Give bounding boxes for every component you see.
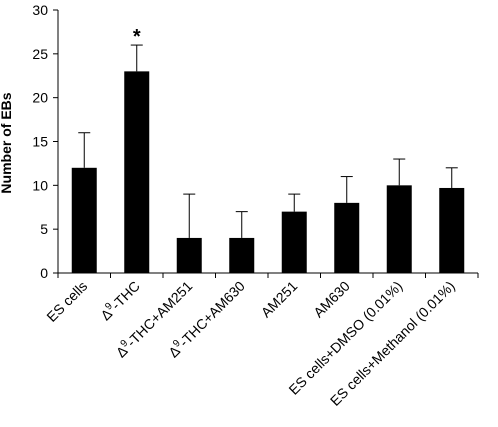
x-tick-label: ES cells bbox=[43, 278, 90, 325]
significance-marker: * bbox=[133, 26, 141, 48]
bar bbox=[281, 211, 307, 273]
y-tick-label: 10 bbox=[32, 177, 48, 193]
x-tick-label: Δ9-THC bbox=[97, 277, 143, 323]
bar bbox=[124, 71, 150, 273]
y-tick-label: 5 bbox=[40, 221, 48, 237]
y-tick-label: 15 bbox=[32, 134, 48, 150]
y-tick-label: 20 bbox=[32, 90, 48, 106]
bar bbox=[229, 237, 255, 273]
y-axis-label: Number of EBs bbox=[0, 92, 14, 193]
y-tick-label: 25 bbox=[32, 46, 48, 62]
bar bbox=[439, 187, 465, 273]
y-tick-label: 0 bbox=[40, 265, 48, 281]
y-tick-label: 30 bbox=[32, 2, 48, 18]
bar bbox=[334, 202, 360, 273]
bar bbox=[176, 237, 202, 273]
bar bbox=[71, 167, 97, 273]
bar bbox=[386, 185, 412, 273]
x-tick-label: AM251 bbox=[258, 278, 301, 321]
x-tick-label: AM630 bbox=[310, 278, 353, 321]
